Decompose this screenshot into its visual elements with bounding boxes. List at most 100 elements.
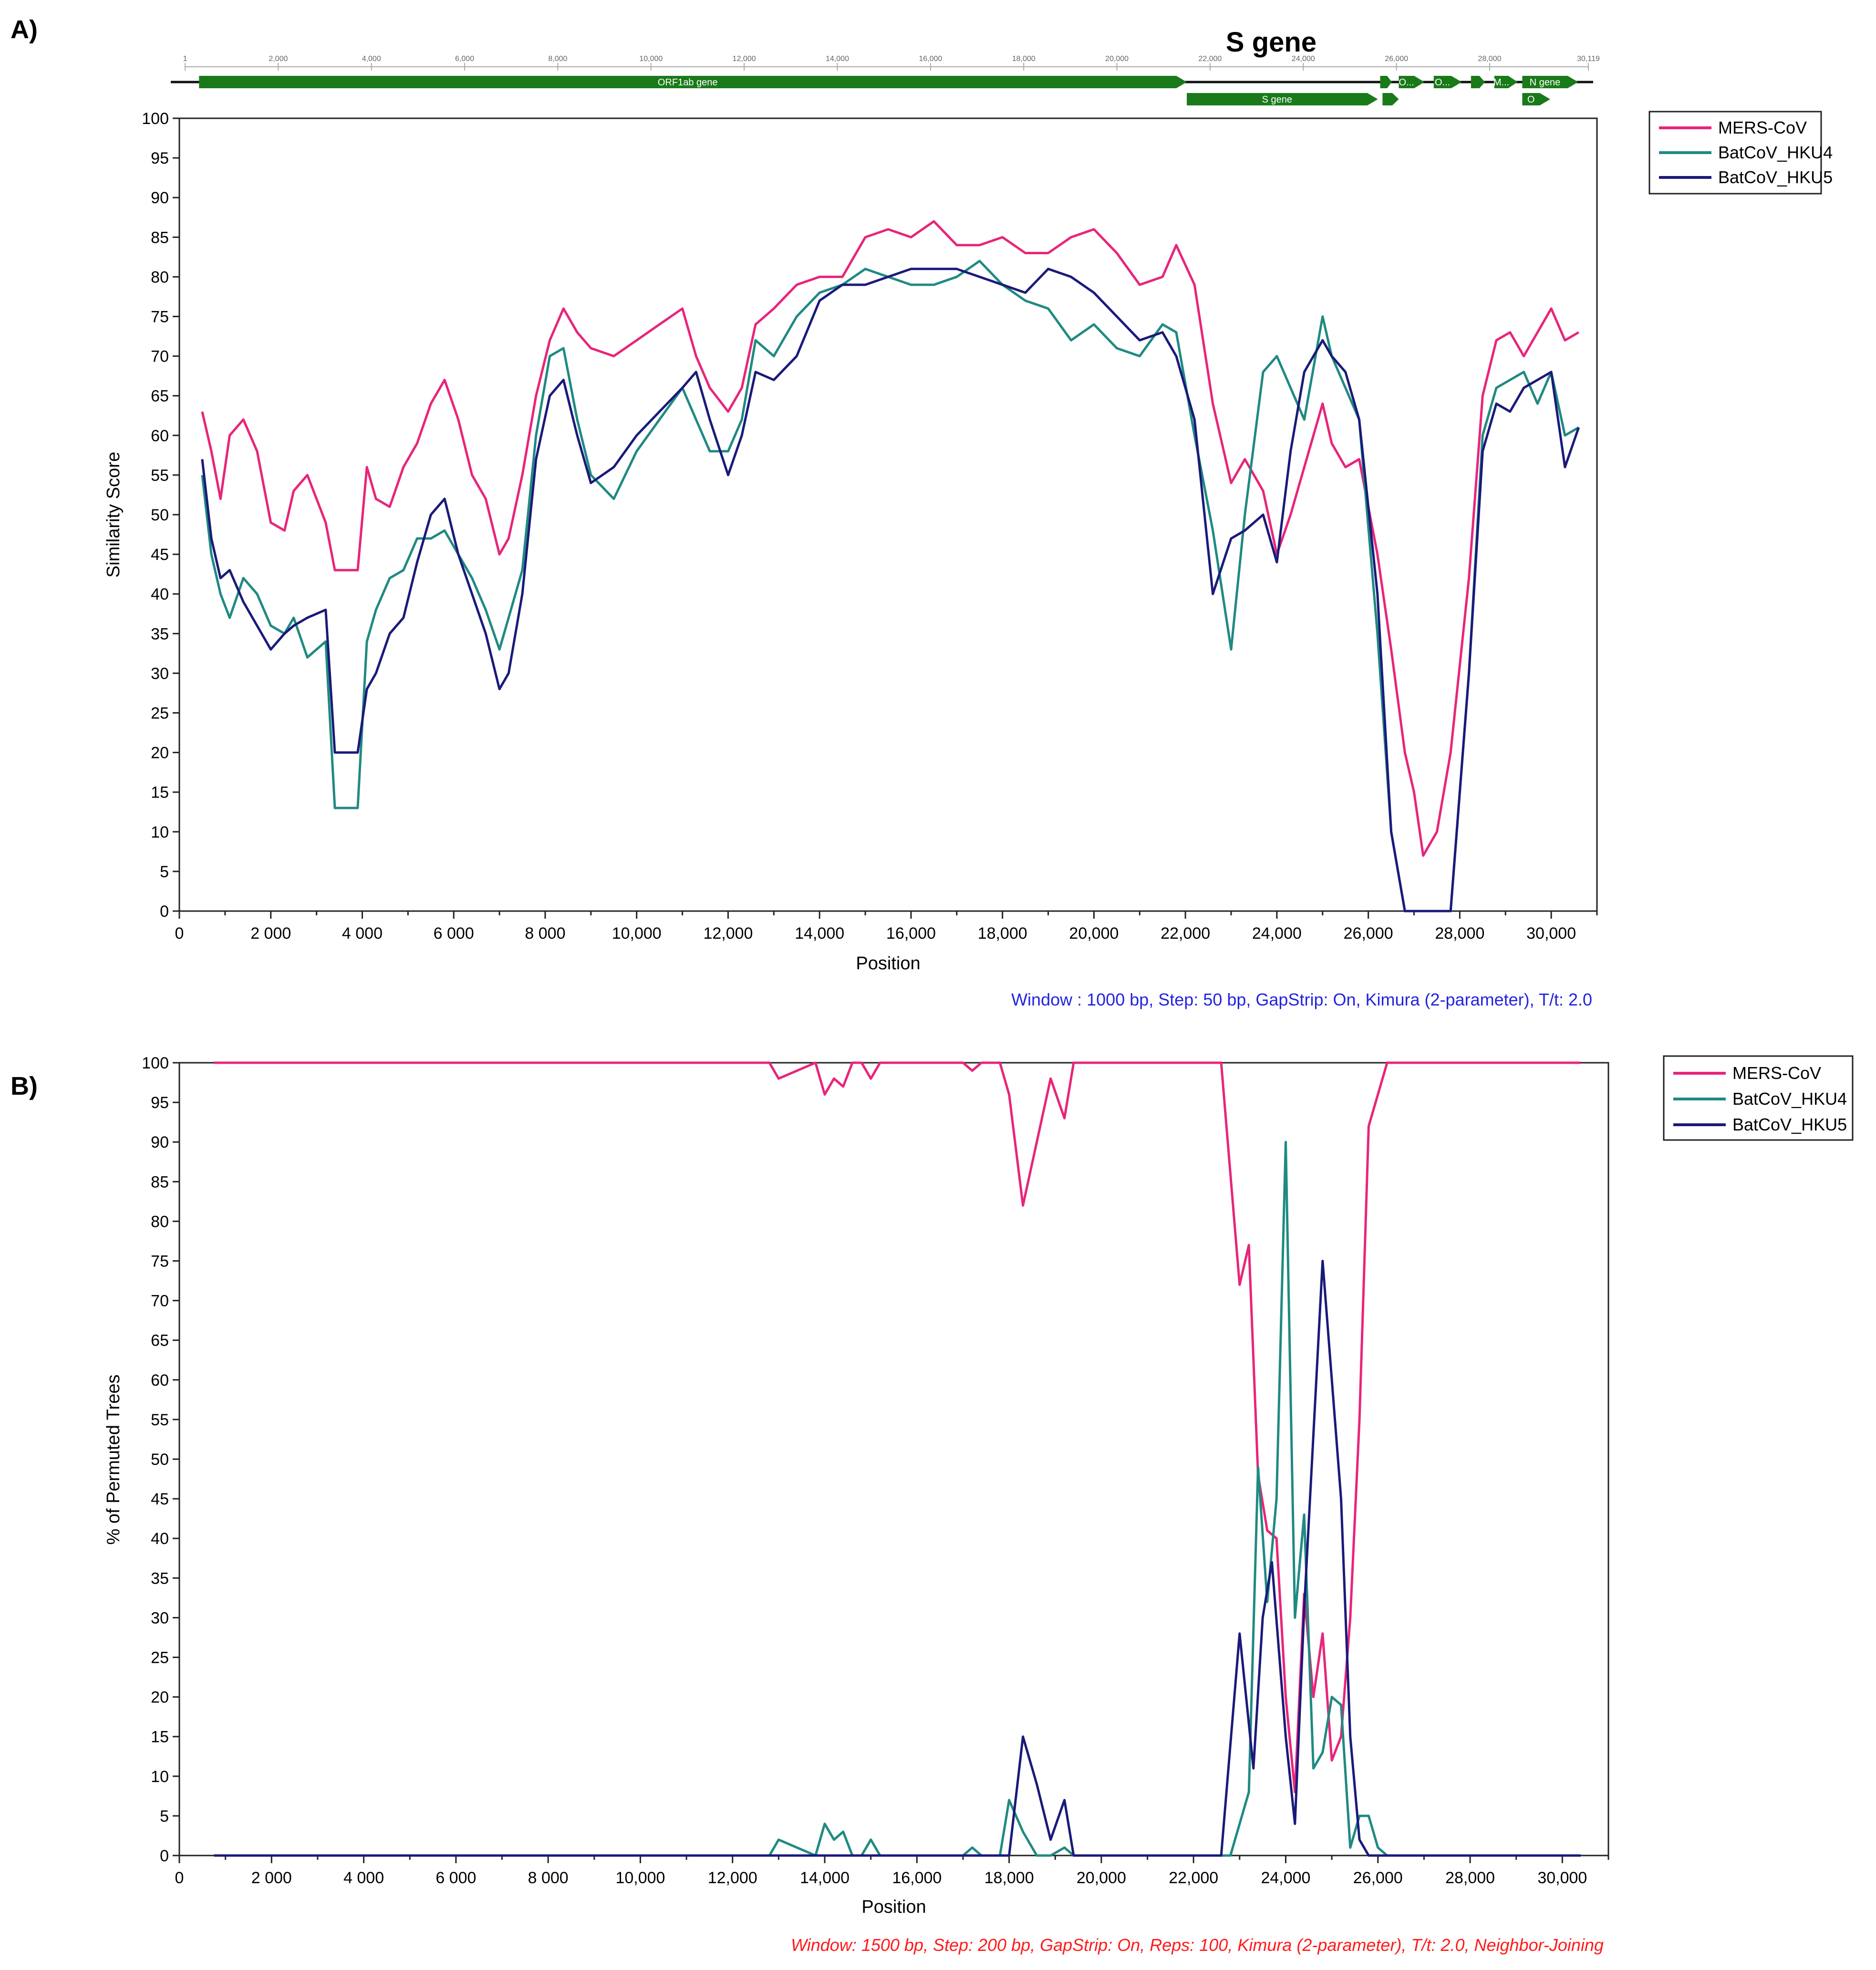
- x-tick-label: 0: [175, 924, 184, 943]
- y-axis-ticks-a: 0 5 10 15 20 25 30 35 40 45 50 55 60 65 70 75 80 85 90 95 10…: [142, 110, 179, 921]
- y-tick-label: 100: [142, 1054, 169, 1072]
- x-tick-label: 30,000: [1537, 1869, 1587, 1887]
- gene-arrow: [1382, 93, 1399, 105]
- genome-tick-label: 14,000: [826, 55, 849, 63]
- legend-label: MERS-CoV: [1732, 1063, 1821, 1083]
- x-tick-label: 12,000: [708, 1869, 757, 1887]
- gene-label: M...: [1493, 77, 1509, 88]
- y-tick-label: 45: [151, 546, 169, 564]
- series-group-a: [201, 220, 1580, 912]
- x-tick-label: 18,000: [978, 924, 1027, 943]
- y-tick-label: 100: [142, 110, 169, 128]
- x-tick-label: 16,000: [892, 1869, 942, 1887]
- x-tick-label: 10,000: [612, 924, 662, 943]
- y-tick-label: 95: [151, 1094, 169, 1112]
- genome-tick-label: 26,000: [1385, 55, 1408, 63]
- bootscan-chart: 0 5 10 15 20 25 30 35 40 45 50 55 60 65 70 75 80 85 90 95 10…: [104, 1054, 1854, 1955]
- x-tick-label: 24,000: [1252, 924, 1302, 943]
- y-tick-label: 25: [151, 1649, 169, 1667]
- genome-tick-label: 20,000: [1105, 55, 1129, 63]
- series-line-batcov-hku5: [201, 268, 1580, 912]
- y-tick-label: 40: [151, 1530, 169, 1548]
- x-tick-label: 18,000: [985, 1869, 1034, 1887]
- y-tick-label: 5: [160, 863, 169, 881]
- y-tick-label: 0: [160, 1847, 169, 1865]
- x-tick-label: 26,000: [1353, 1869, 1403, 1887]
- genome-tick-label: 24,000: [1292, 55, 1315, 63]
- y-tick-label: 30: [151, 1609, 169, 1627]
- x-tick-label: 6 000: [434, 924, 474, 943]
- y-tick-label: 30: [151, 664, 169, 683]
- gene-label: S gene: [1262, 94, 1292, 105]
- x-tick-label: 22,000: [1161, 924, 1210, 943]
- y-tick-label: 75: [151, 1253, 169, 1271]
- genome-tick-label: 22,000: [1198, 55, 1222, 63]
- x-tick-label: 28,000: [1445, 1869, 1495, 1887]
- y-tick-label: 75: [151, 308, 169, 326]
- y-tick-label: 95: [151, 149, 169, 167]
- y-tick-label: 65: [151, 387, 169, 405]
- y-axis-ticks-b: 0 5 10 15 20 25 30 35 40 45 50 55 60 65 70 75 80 85 90 95 10…: [142, 1054, 179, 1865]
- y-tick-label: 10: [151, 1768, 169, 1786]
- similarity-chart: 0 5 10 15 20 25 30 35 40 45 50 55 60 65 70 75 80 85 90 95 10…: [104, 110, 1833, 1009]
- gene-arrow: [1399, 76, 1425, 88]
- method-note-b: Window: 1500 bp, Step: 200 bp, GapStrip:…: [791, 1935, 1604, 1955]
- genome-tick-label: 1: [183, 55, 187, 63]
- x-tick-label: 2 000: [250, 924, 291, 943]
- x-tick-label: 2 000: [251, 1869, 292, 1887]
- genome-tick-label: 12,000: [733, 55, 756, 63]
- x-tick-label: 22,000: [1169, 1869, 1218, 1887]
- series-line-mers-cov: [201, 220, 1579, 857]
- y-tick-label: 55: [151, 467, 169, 485]
- y-tick-label: 20: [151, 1689, 169, 1707]
- gene-arrow: [1380, 76, 1392, 88]
- x-tick-label: 6 000: [435, 1869, 476, 1887]
- genome-tick-label: 4,000: [362, 55, 381, 63]
- x-tick-label: 20,000: [1069, 924, 1119, 943]
- x-tick-label: 14,000: [800, 1869, 850, 1887]
- y-tick-label: 80: [151, 268, 169, 286]
- series-line-batcov-hku4: [214, 1141, 1581, 1857]
- y-tick-label: 70: [151, 348, 169, 366]
- x-tick-label: 20,000: [1077, 1869, 1126, 1887]
- x-tick-label: 24,000: [1261, 1869, 1310, 1887]
- gene-label: ORF1ab gene: [658, 77, 718, 88]
- gene-arrow: [1522, 93, 1550, 105]
- x-tick-label: 8 000: [528, 1869, 569, 1887]
- y-tick-label: 90: [151, 189, 169, 207]
- y-tick-label: 40: [151, 585, 169, 603]
- y-tick-label: 60: [151, 1371, 169, 1389]
- x-axis-title-b: Position: [861, 1897, 926, 1917]
- gene-arrow: [1471, 76, 1485, 88]
- genome-tick-label: 16,000: [919, 55, 942, 63]
- legend-a: MERS-CoV BatCoV_HKU4 BatCoV_HKU5: [1648, 111, 1833, 195]
- y-tick-label: 15: [151, 784, 169, 802]
- y-tick-label: 85: [151, 228, 169, 247]
- x-tick-label: 10,000: [615, 1869, 665, 1887]
- method-note-a: Window : 1000 bp, Step: 50 bp, GapStrip:…: [1011, 990, 1592, 1009]
- genome-tick-label: 6,000: [455, 55, 474, 63]
- y-tick-label: 45: [151, 1490, 169, 1508]
- s-gene-title: S gene: [1226, 27, 1316, 58]
- y-tick-label: 50: [151, 506, 169, 524]
- gene-label: O...: [1399, 77, 1414, 88]
- genome-tick-label: 30,119: [1577, 55, 1600, 63]
- y-tick-label: 55: [151, 1411, 169, 1429]
- legend-label: BatCoV_HKU4: [1732, 1089, 1847, 1109]
- genome-tick-label: 10,000: [639, 55, 663, 63]
- panel-b-label: B): [10, 1072, 38, 1100]
- legend-label: MERS-CoV: [1718, 118, 1807, 137]
- y-tick-label: 5: [160, 1807, 169, 1825]
- genome-tick-label: 18,000: [1012, 55, 1036, 63]
- x-axis-ticks-b: 0 2 000 4 000 6 000 8 000 10,000 12,000 14,000 1…: [175, 1856, 1609, 1887]
- gene-arrow: [1433, 76, 1462, 88]
- plot-area-b: [178, 1062, 1609, 1856]
- genome-map: 1 2,000 4,000 6,000 8,000 10,000 12,000 14,000 1…: [171, 55, 1600, 105]
- y-tick-label: 90: [151, 1133, 169, 1151]
- y-tick-label: 65: [151, 1332, 169, 1350]
- series-line-mers-cov: [214, 1061, 1581, 1794]
- genome-tick-label: 2,000: [269, 55, 288, 63]
- x-tick-label: 28,000: [1435, 924, 1484, 943]
- y-tick-label: 35: [151, 625, 169, 643]
